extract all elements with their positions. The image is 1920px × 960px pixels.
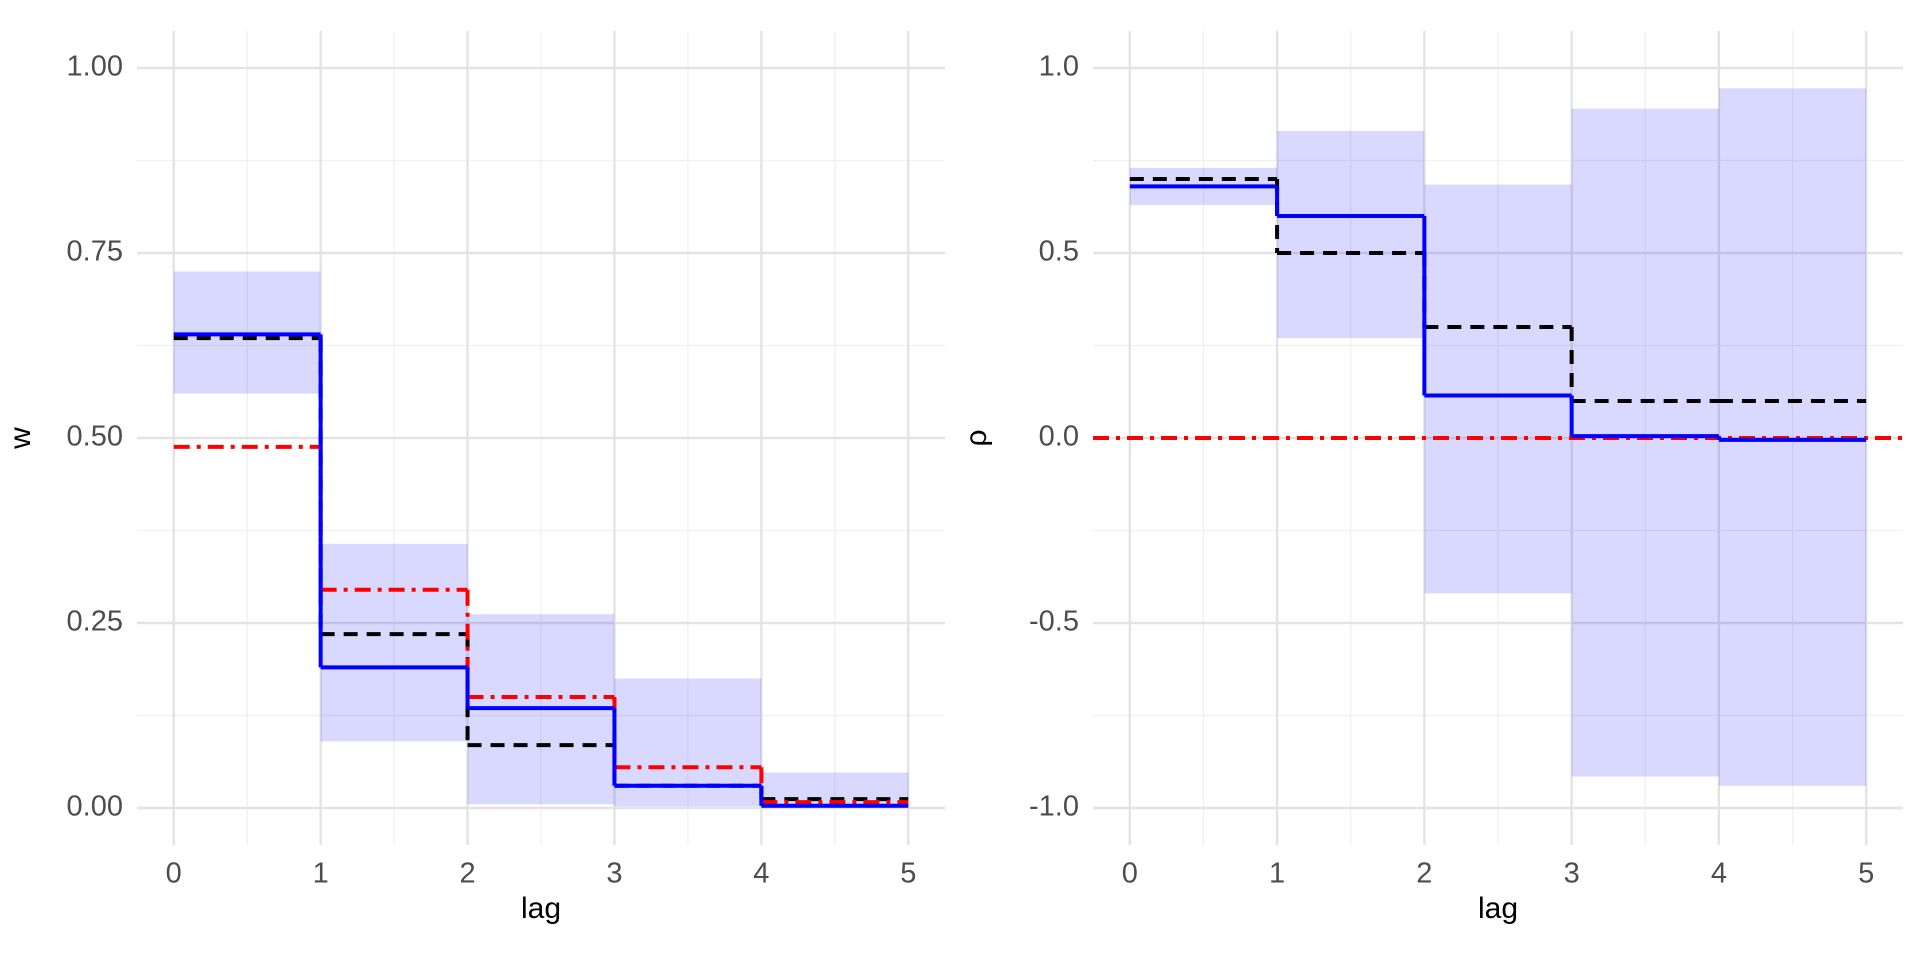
- x-tick-label: 0: [1122, 858, 1138, 890]
- x-tick-label: 4: [753, 858, 769, 890]
- x-tick-label: 0: [166, 858, 182, 890]
- confidence-band: [1424, 184, 1572, 594]
- y-tick-label: -0.5: [1029, 606, 1079, 638]
- x-tick-label: 1: [1269, 858, 1285, 890]
- x-tick-label: 5: [1858, 858, 1874, 890]
- x-axis-title: lag: [521, 892, 561, 925]
- x-tick-label: 4: [1711, 858, 1727, 890]
- confidence-band: [320, 543, 468, 742]
- y-tick-label: 0.25: [67, 606, 123, 638]
- x-tick-label: 1: [313, 858, 329, 890]
- y-tick-label: 0.5: [1039, 236, 1079, 268]
- x-tick-label: 3: [606, 858, 622, 890]
- y-axis-title: ρ: [960, 429, 993, 446]
- y-tick-label: -1.0: [1029, 791, 1079, 823]
- x-tick-label: 2: [1416, 858, 1432, 890]
- x-tick-label: 2: [459, 858, 475, 890]
- x-tick-label: 5: [900, 858, 916, 890]
- y-tick-label: 0.0: [1039, 421, 1079, 453]
- y-tick-label: 0.75: [67, 236, 123, 268]
- confidence-band: [1571, 108, 1719, 777]
- y-tick-label: 0.50: [67, 421, 123, 453]
- y-tick-label: 0.00: [67, 791, 123, 823]
- y-tick-label: 1.0: [1039, 51, 1079, 83]
- x-axis-title: lag: [1478, 892, 1518, 925]
- y-tick-label: 1.00: [67, 51, 123, 83]
- confidence-band: [1277, 130, 1425, 339]
- y-axis-title: w: [4, 427, 37, 450]
- x-tick-label: 3: [1564, 858, 1580, 890]
